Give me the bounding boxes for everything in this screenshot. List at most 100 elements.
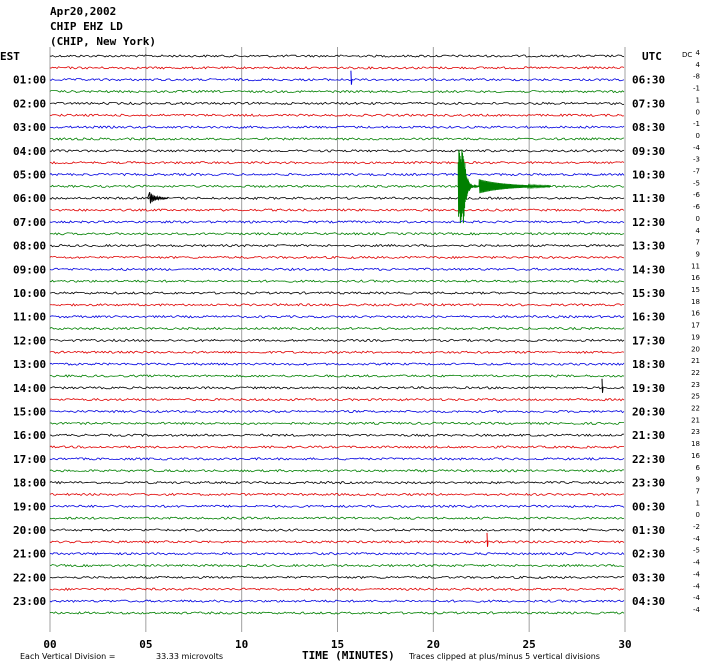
dc-offset-30: 22 <box>691 405 700 413</box>
trace-28 <box>49 386 625 390</box>
est-label-3: 03:00 <box>13 121 46 134</box>
event-spike-2 <box>350 70 353 85</box>
est-label-19: 19:00 <box>13 500 46 513</box>
est-label-16: 16:00 <box>13 429 46 442</box>
x-tick-00: 00 <box>43 638 56 651</box>
dc-offset-22: 16 <box>691 310 700 318</box>
dc-offset-33: 18 <box>691 440 700 448</box>
dc-offset-34: 16 <box>691 452 700 460</box>
est-label-11: 11:00 <box>13 311 46 324</box>
trace-18 <box>49 267 625 272</box>
dc-offset-7: 0 <box>696 132 700 140</box>
dc-offset-16: 7 <box>696 239 700 247</box>
dc-offset-39: 0 <box>696 511 700 519</box>
dc-offset-45: -4 <box>693 582 701 590</box>
dc-offset-3: -1 <box>693 85 700 93</box>
trace-40 <box>49 528 625 532</box>
est-label-5: 05:00 <box>13 169 46 182</box>
trace-17 <box>49 255 625 260</box>
utc-label-5: 10:30 <box>632 169 665 182</box>
dc-offset-11: -5 <box>693 179 700 187</box>
est-label-10: 10:00 <box>13 287 46 300</box>
trace-26 <box>49 362 625 366</box>
trace-13 <box>49 208 625 212</box>
utc-label-10: 15:30 <box>632 287 665 300</box>
trace-16 <box>49 243 625 248</box>
dc-offset-25: 20 <box>691 345 700 353</box>
trace-22 <box>49 314 625 319</box>
trace-42 <box>49 552 625 556</box>
trace-33 <box>49 445 624 449</box>
trace-24 <box>49 338 625 343</box>
dc-axis-title: DC <box>682 51 692 59</box>
dc-offset-13: -6 <box>693 203 701 211</box>
trace-38 <box>49 504 625 508</box>
x-axis-title: TIME (MINUTES) <box>302 649 395 662</box>
est-label-18: 18:00 <box>13 477 46 490</box>
x-tick-30: 30 <box>618 638 631 651</box>
utc-label-8: 13:30 <box>632 240 665 253</box>
est-label-6: 06:00 <box>13 192 46 205</box>
dc-offset-42: -5 <box>693 547 700 555</box>
est-label-8: 08:00 <box>13 240 46 253</box>
dc-offset-21: 18 <box>691 298 700 306</box>
trace-47 <box>49 611 625 615</box>
utc-label-9: 14:30 <box>632 263 665 276</box>
est-label-15: 15:00 <box>13 406 46 419</box>
utc-label-4: 09:30 <box>632 145 665 158</box>
dc-offset-47: -4 <box>693 606 701 614</box>
dc-offset-32: 23 <box>691 428 700 436</box>
location-label: (CHIP, New York) <box>50 35 156 48</box>
utc-label-6: 11:30 <box>632 192 665 205</box>
utc-axis-title: UTC <box>642 50 662 63</box>
dc-offset-38: 1 <box>696 499 700 507</box>
dc-offset-20: 15 <box>691 286 700 294</box>
utc-label-3: 08:30 <box>632 121 665 134</box>
seismic-events <box>147 70 604 547</box>
est-label-22: 22:00 <box>13 571 46 584</box>
trace-3 <box>49 89 625 94</box>
trace-1 <box>49 66 625 70</box>
est-axis-title: EST <box>0 50 20 63</box>
event-local-event-3 <box>147 192 169 204</box>
trace-14 <box>49 220 625 224</box>
utc-label-17: 22:30 <box>632 453 665 466</box>
dc-offset-18: 11 <box>691 262 700 270</box>
dc-offset-2: -8 <box>693 73 700 81</box>
dc-offset-36: 9 <box>696 476 700 484</box>
trace-7 <box>49 137 625 141</box>
trace-23 <box>49 326 625 331</box>
utc-label-16: 21:30 <box>632 429 665 442</box>
dc-offset-9: -3 <box>693 156 700 164</box>
trace-12 <box>49 196 625 200</box>
dc-offset-24: 19 <box>691 333 700 341</box>
dc-offset-44: -4 <box>693 570 701 578</box>
footer-clip-text: Traces clipped at plus/minus 5 vertical … <box>408 652 600 661</box>
dc-offset-6: -1 <box>693 120 700 128</box>
dc-offset-23: 17 <box>691 322 700 330</box>
trace-20 <box>50 291 625 295</box>
trace-36 <box>49 480 625 485</box>
time-gridlines <box>49 47 626 632</box>
est-label-12: 12:00 <box>13 334 46 347</box>
est-label-21: 21:00 <box>13 548 46 561</box>
event-spike-1 <box>601 378 604 393</box>
x-tick-15: 15 <box>331 638 344 651</box>
trace-8 <box>49 149 625 153</box>
trace-15 <box>49 232 625 236</box>
utc-label-20: 01:30 <box>632 524 665 537</box>
dc-offset-labels: 44-8-110-10-4-3-7-5-6-604791116151816171… <box>691 49 700 614</box>
trace-0 <box>49 54 625 58</box>
est-hour-labels: 01:00 02:00 03:00 04:00 05:00 06:00 07:00 08:00… <box>13 74 46 608</box>
trace-5 <box>49 113 625 117</box>
trace-31 <box>49 421 624 426</box>
utc-label-12: 17:30 <box>632 334 665 347</box>
trace-9 <box>49 161 625 165</box>
trace-4 <box>49 101 625 106</box>
dc-offset-5: 0 <box>696 108 700 116</box>
dc-offset-14: 0 <box>696 215 700 223</box>
dc-offset-41: -4 <box>693 535 701 543</box>
x-axis-ticks: 00 05 10 15 20 25 30 <box>43 638 631 651</box>
dc-offset-1: 4 <box>696 61 701 69</box>
station-label: CHIP EHZ LD <box>50 20 123 33</box>
